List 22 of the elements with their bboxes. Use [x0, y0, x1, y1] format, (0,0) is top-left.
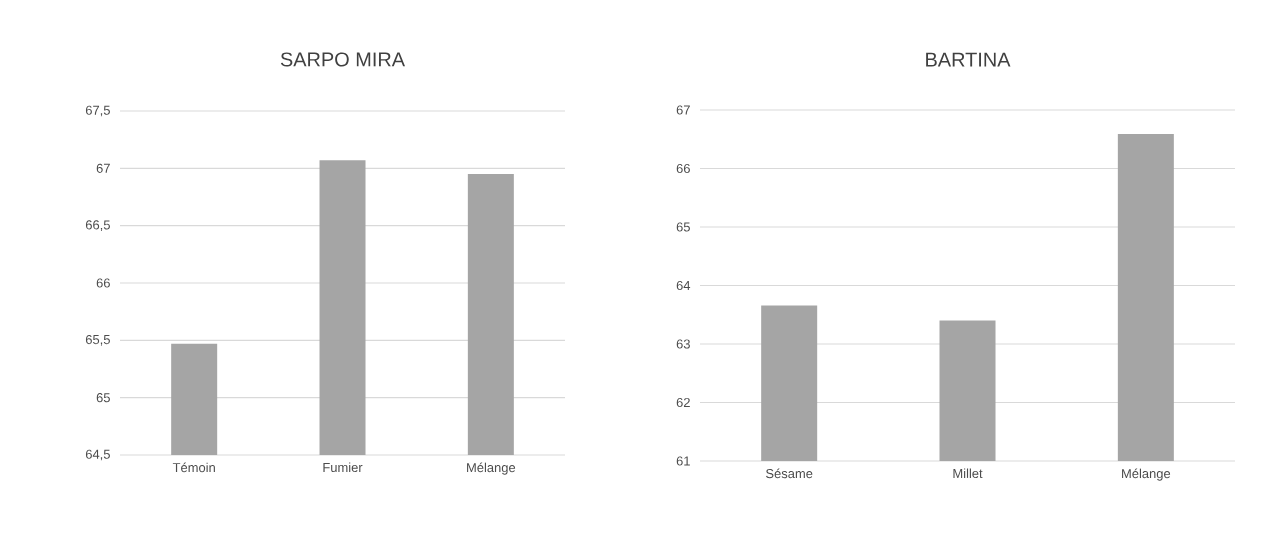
y-tick-label: 61	[676, 456, 690, 466]
y-tick-label: 66,5	[85, 220, 110, 231]
y-tick-label: 65	[96, 393, 110, 403]
y-tick-label: 64,5	[85, 449, 110, 461]
y-tick-label: 67	[96, 163, 110, 173]
y-tick-label: 66	[96, 278, 110, 288]
y-tick-label: 66	[676, 163, 690, 174]
chart-title: BARTINA	[926, 52, 1011, 67]
x-tick-label: Mélange	[467, 462, 516, 475]
chart-title: SARPO MIRA	[280, 52, 406, 67]
y-tick-label: 65,5	[85, 334, 110, 346]
y-tick-label: 63	[676, 339, 690, 349]
y-tick-label: 67,5	[85, 105, 110, 117]
y-tick-label: 67	[676, 105, 690, 115]
x-tick-label: Sésame	[766, 468, 813, 479]
y-tick-label: 65	[676, 222, 690, 232]
x-tick-label: Fumier	[323, 462, 363, 473]
y-tick-label: 62	[676, 397, 690, 408]
x-tick-label: Millet	[953, 468, 983, 479]
y-tick-label: 64	[676, 280, 691, 291]
x-tick-label: Mélange	[1122, 468, 1171, 481]
x-tick-label: Témoin	[172, 462, 215, 473]
